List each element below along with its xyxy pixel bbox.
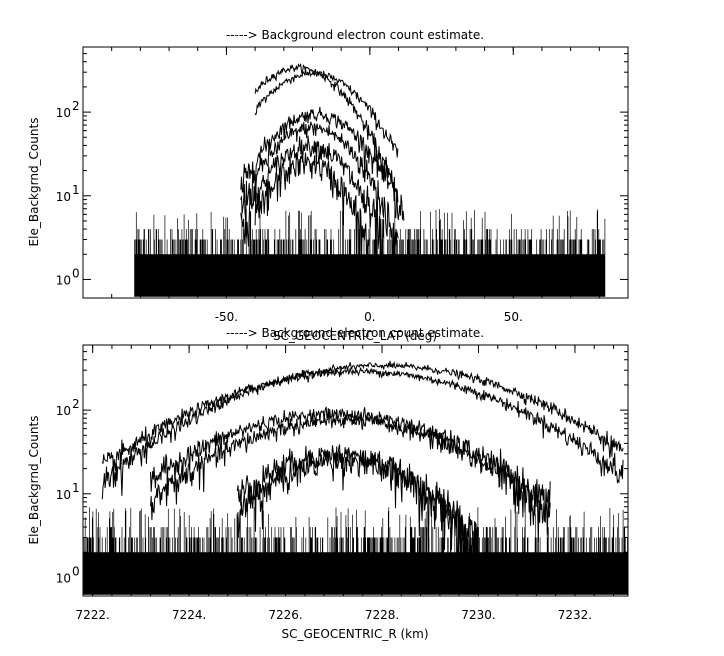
x-tick-label: 7232. [558,608,592,622]
series-line-3 [150,406,551,524]
y-tick-exponent: 0 [72,266,80,280]
x-tick-label: 7230. [461,608,495,622]
y-tick-label: 10 [56,106,71,120]
top-chart-title: -----> Background electron count estimat… [226,28,484,42]
series-line-1 [101,360,624,500]
top-noise-trace [134,209,606,297]
y-tick-exponent: 2 [72,397,80,411]
top-plot-frame [82,46,629,299]
series-line-4 [240,121,399,297]
top-y-axis-label: Ele_Backgrnd_Counts [27,118,41,247]
y-tick-label: 10 [56,273,71,287]
x-tick-label: -50. [215,310,238,324]
y-tick-exponent: 0 [72,564,80,578]
x-tick-label: 7224. [172,608,206,622]
y-tick-label: 10 [56,488,71,502]
x-tick-label: 7226. [268,608,302,622]
top-x-axis-label: SC_GEOCENTRIC_LAT (deg) [273,329,437,343]
series-line-3 [240,106,405,221]
bottom-noise-trace [82,506,628,595]
series-line-1 [254,63,399,219]
series-line-4 [150,409,551,542]
y-tick-exponent: 2 [72,99,80,113]
bottom-chart-title: -----> Background electron count estimat… [226,326,484,340]
series-line-6 [237,448,479,595]
top-panel: -----> Background electron count estimat… [27,28,629,343]
y-tick-exponent: 1 [72,183,80,197]
x-tick-label: 7228. [365,608,399,622]
x-tick-label: 0. [364,310,375,324]
y-tick-label: 10 [56,571,71,585]
bottom-y-axis-label: Ele_Backgrnd_Counts [27,416,41,545]
bottom-panel: -----> Background electron count estimat… [27,326,629,641]
series-line-6 [254,152,370,292]
bottom-x-axis-label: SC_GEOCENTRIC_R (km) [282,627,429,641]
x-tick-label: 7222. [75,608,109,622]
bottom-plot-frame [82,344,629,597]
x-tick-label: 50. [504,310,523,324]
series-line-2 [101,367,624,484]
y-tick-label: 10 [56,404,71,418]
y-tick-label: 10 [56,190,71,204]
series-line-5 [240,135,385,289]
series-line-2 [254,68,399,158]
y-tick-exponent: 1 [72,481,80,495]
